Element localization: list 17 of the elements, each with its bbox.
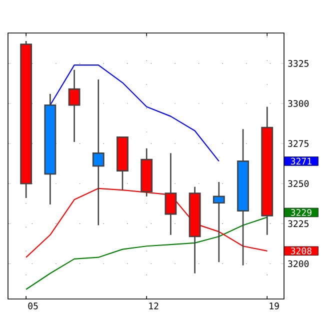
candlestick — [92, 78, 104, 226]
y-tick-label: 3300 — [288, 100, 309, 107]
y-tick-label: 3200 — [288, 260, 309, 268]
candlestick — [68, 69, 80, 143]
text: 3271 — [290, 158, 312, 165]
x-tick-label: 12 — [149, 302, 158, 310]
line-series — [26, 216, 268, 290]
y-tick-label: 3275 — [288, 140, 308, 147]
y-tick-label: 3225 — [288, 220, 308, 228]
x-tick-label: 05 — [28, 302, 38, 310]
x-tick-label: 19 — [270, 302, 279, 310]
y-tick-label: 3250 — [288, 180, 309, 188]
text: 3229 — [290, 209, 312, 216]
text: 3208 — [290, 248, 312, 254]
candlestick — [212, 181, 225, 263]
y-tick-label: 3325 — [288, 60, 308, 67]
line-series — [50, 64, 220, 162]
